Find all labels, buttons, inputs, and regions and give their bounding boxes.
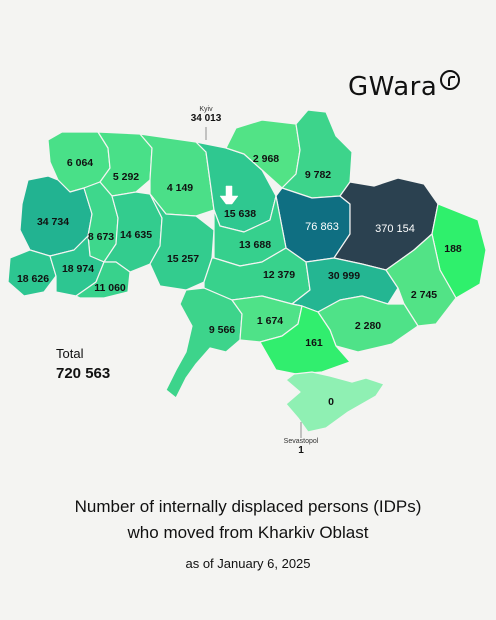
total-value: 720 563: [56, 365, 111, 382]
region-value-chernihiv: 2 968: [253, 153, 279, 165]
region-value-rivne: 5 292: [113, 171, 139, 183]
region-value-chernivtsi: 11 060: [94, 282, 126, 294]
total-block: Total 720 563: [56, 346, 110, 382]
total-label: Total: [56, 346, 84, 361]
region-crimea[interactable]: [285, 371, 385, 433]
region-odesa[interactable]: [165, 287, 243, 399]
chart-title: Number of internally displaced persons (…: [0, 494, 496, 546]
kyiv-city-callout: Kyiv 34 013: [178, 106, 234, 124]
title-line-2: who moved from Kharkiv Oblast: [127, 523, 369, 542]
region-value-zaporizhzhia: 2 280: [355, 320, 381, 332]
region-chernivtsi[interactable]: [75, 261, 131, 299]
region-vinnytsia[interactable]: [149, 193, 215, 291]
region-value-poltava: 76 863: [305, 221, 339, 233]
region-value-vinnytsia: 15 257: [167, 253, 199, 265]
region-value-crimea: 0: [328, 396, 334, 408]
region-value-mykolaiv: 1 674: [257, 315, 283, 327]
region-value-kirovohrad: 12 379: [263, 269, 295, 281]
title-line-1: Number of internally displaced persons (…: [74, 497, 422, 516]
sevastopol-name: Sevastopol: [283, 438, 319, 445]
region-value-ivano-frankivsk: 18 974: [62, 263, 94, 275]
gwara-logo: GWara: [348, 70, 461, 102]
region-donetsk[interactable]: [385, 233, 457, 327]
region-value-zhytomyr: 4 149: [167, 182, 193, 194]
region-value-cherkasy: 13 688: [239, 239, 271, 251]
region-value-ternopil: 8 673: [88, 231, 114, 243]
sevastopol-value: 1: [298, 445, 304, 456]
region-value-odesa: 9 566: [209, 324, 235, 336]
kyiv-city-marker: [219, 185, 239, 205]
region-value-lviv: 34 734: [37, 216, 69, 228]
region-zakarpattia[interactable]: [7, 249, 57, 297]
region-value-kharkiv: 370 154: [375, 223, 415, 235]
region-value-zakarpattia: 18 626: [17, 273, 49, 285]
kyiv-city-value: 34 013: [190, 113, 222, 124]
region-value-luhansk: 188: [444, 243, 462, 255]
region-khmelnytskyi[interactable]: [103, 191, 163, 273]
region-value-sumy: 9 782: [305, 169, 331, 181]
region-value-dnipropetrovsk: 30 999: [328, 270, 360, 282]
region-kherson[interactable]: [259, 305, 351, 375]
region-value-kherson: 161: [305, 337, 323, 349]
kyiv-city-name: Kyiv: [199, 106, 213, 113]
brand-wordmark: GWara: [348, 72, 438, 102]
region-value-khmelnytskyi: 14 635: [120, 229, 152, 241]
sevastopol-callout: Sevastopol 1: [268, 438, 334, 456]
region-value-donetsk: 2 745: [411, 289, 437, 301]
ukraine-choropleth-map: 6 064 5 292 4 149 15 638 2 968 9 782 76 863 370…: [7, 109, 487, 438]
region-value-kyiv-oblast: 15 638: [224, 208, 256, 220]
chart-subtitle: as of January 6, 2025: [185, 556, 311, 571]
region-value-volyn: 6 064: [67, 157, 93, 169]
r-circle-icon: [440, 70, 461, 90]
